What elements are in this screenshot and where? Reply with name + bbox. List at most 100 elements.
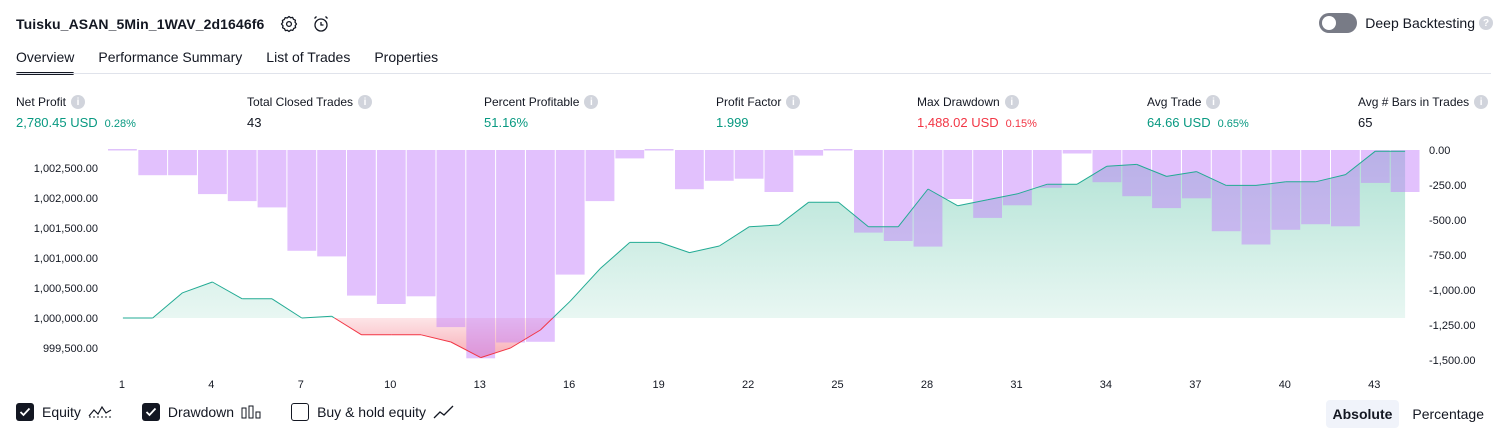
equity-checkbox[interactable] bbox=[16, 403, 34, 421]
x-tick-label: 34 bbox=[1100, 379, 1112, 391]
x-tick-label: 22 bbox=[742, 379, 754, 391]
drawdown-bar bbox=[1032, 150, 1062, 188]
drawdown-bar bbox=[883, 150, 913, 241]
equity-line-segment bbox=[749, 224, 779, 228]
percentage-button[interactable]: Percentage bbox=[1412, 406, 1484, 422]
equity-line-segment bbox=[450, 341, 481, 359]
x-tick-label: 16 bbox=[563, 379, 575, 391]
info-icon[interactable]: i bbox=[1206, 95, 1221, 109]
x-tick-label: 25 bbox=[831, 379, 843, 391]
drawdown-bar bbox=[585, 150, 615, 202]
y-tick-label-right: -1,250.00 bbox=[1429, 320, 1475, 332]
drawdown-bar bbox=[973, 150, 1002, 218]
stat-value: 43 bbox=[247, 115, 262, 130]
drawdown-bar bbox=[1360, 150, 1390, 183]
tabs-divider bbox=[16, 73, 1491, 74]
info-icon[interactable]: i bbox=[358, 95, 373, 109]
equity-line-segment bbox=[659, 241, 690, 254]
drawdown-bar bbox=[1152, 150, 1181, 209]
stat-percent: 0.15% bbox=[1005, 118, 1037, 130]
equity-line-segment bbox=[1196, 171, 1227, 186]
legend-drawdown[interactable]: Drawdown bbox=[141, 403, 261, 421]
gear-icon[interactable] bbox=[280, 15, 298, 33]
equity-line-segment bbox=[689, 245, 720, 254]
buy-hold-checkbox[interactable] bbox=[291, 403, 310, 421]
stat-max-drawdown: Max Drawdown i 1,488.02 USD 0.15% bbox=[917, 94, 1037, 130]
alarm-clock-plus-icon[interactable] bbox=[312, 15, 330, 33]
x-tick-label: 40 bbox=[1279, 379, 1291, 391]
absolute-button[interactable]: Absolute bbox=[1325, 400, 1400, 428]
x-tick-label: 13 bbox=[474, 379, 486, 391]
drawdown-bar bbox=[1182, 150, 1211, 199]
x-tick-label: 37 bbox=[1189, 379, 1201, 391]
display-mode-toggle: Absolute Percentage bbox=[1320, 400, 1492, 428]
equity-line-segment bbox=[1166, 171, 1197, 177]
drawdown-bar bbox=[943, 150, 973, 199]
chart-legend: Equity Drawdown Buy & hold equity bbox=[16, 403, 485, 421]
info-icon[interactable]: i bbox=[786, 95, 801, 109]
legend-label: Buy & hold equity bbox=[317, 404, 427, 420]
equity-area-loss bbox=[122, 318, 1406, 358]
stat-label: Avg Trade bbox=[1147, 95, 1202, 109]
drawdown-bar bbox=[644, 149, 674, 151]
y-tick-label-right: 0.00 bbox=[1429, 145, 1450, 157]
deep-backtesting-toggle[interactable] bbox=[1319, 13, 1358, 33]
drawdown-bar bbox=[376, 150, 406, 304]
drawdown-bar bbox=[406, 150, 436, 297]
equity-line-segment bbox=[271, 298, 303, 319]
stat-percent-profitable: Percent Profitable i 51.16% bbox=[484, 94, 599, 130]
tab-properties[interactable]: Properties bbox=[374, 49, 439, 65]
equity-line-segment bbox=[1255, 181, 1286, 186]
tab-overview[interactable]: Overview bbox=[16, 46, 75, 75]
deep-backtesting: Deep Backtesting ? bbox=[1319, 13, 1493, 33]
info-icon[interactable]: i bbox=[584, 95, 599, 109]
drawdown-bar bbox=[1211, 150, 1241, 232]
equity-line-segment bbox=[301, 315, 332, 319]
drawdown-bar bbox=[1271, 150, 1301, 230]
info-icon[interactable]: i bbox=[1474, 95, 1489, 109]
stat-label: Percent Profitable bbox=[484, 95, 580, 109]
drawdown-bars-icon bbox=[241, 405, 261, 419]
stat-value: 65 bbox=[1358, 115, 1373, 130]
x-tick-label: 43 bbox=[1368, 379, 1380, 391]
x-tick-label: 10 bbox=[384, 379, 396, 391]
drawdown-bar bbox=[1331, 150, 1360, 227]
trend-line-icon bbox=[433, 405, 455, 419]
help-icon[interactable]: ? bbox=[1479, 16, 1493, 30]
equity-line-segment bbox=[1136, 163, 1167, 177]
drawdown-bar bbox=[704, 150, 734, 181]
drawdown-bar bbox=[1390, 150, 1420, 192]
drawdown-bar bbox=[227, 150, 257, 202]
info-icon[interactable]: i bbox=[1004, 95, 1019, 109]
stat-label: Profit Factor bbox=[716, 95, 782, 109]
drawdown-bar bbox=[1301, 150, 1330, 225]
drawdown-bar bbox=[1241, 150, 1271, 245]
drawdown-bar bbox=[257, 150, 287, 208]
x-tick-label: 28 bbox=[921, 379, 933, 391]
stat-value: 1.999 bbox=[716, 115, 749, 130]
x-tick-label: 7 bbox=[298, 379, 304, 391]
equity-line-segment bbox=[987, 193, 1018, 201]
drawdown-bar bbox=[466, 150, 496, 359]
deep-backtesting-label: Deep Backtesting bbox=[1365, 15, 1475, 31]
drawdown-bar bbox=[764, 150, 794, 192]
equity-line-segment bbox=[1076, 165, 1108, 185]
legend-buy-hold[interactable]: Buy & hold equity bbox=[291, 403, 455, 421]
drawdown-bar bbox=[675, 150, 704, 190]
tab-performance-summary[interactable]: Performance Summary bbox=[98, 49, 243, 65]
drawdown-bar bbox=[1122, 150, 1152, 197]
drawdown-checkbox[interactable] bbox=[141, 403, 160, 421]
info-icon[interactable]: i bbox=[71, 95, 86, 109]
equity-line-segment bbox=[540, 317, 554, 331]
stat-total-closed-trades: Total Closed Trades i 43 bbox=[247, 94, 373, 130]
equity-line-segment bbox=[957, 199, 988, 207]
y-tick-label-right: -750.00 bbox=[1429, 250, 1466, 262]
legend-equity[interactable]: Equity bbox=[16, 403, 112, 421]
drawdown-bar bbox=[1003, 150, 1032, 206]
drawdown-bar bbox=[615, 150, 645, 159]
equity-line-segment bbox=[552, 300, 571, 319]
tab-list-of-trades[interactable]: List of Trades bbox=[266, 49, 351, 65]
strategy-name: Tuisku_ASAN_5Min_1WAV_2d1646f6 bbox=[16, 16, 265, 32]
equity-line-segment bbox=[331, 315, 335, 319]
equity-line-segment bbox=[838, 201, 869, 228]
